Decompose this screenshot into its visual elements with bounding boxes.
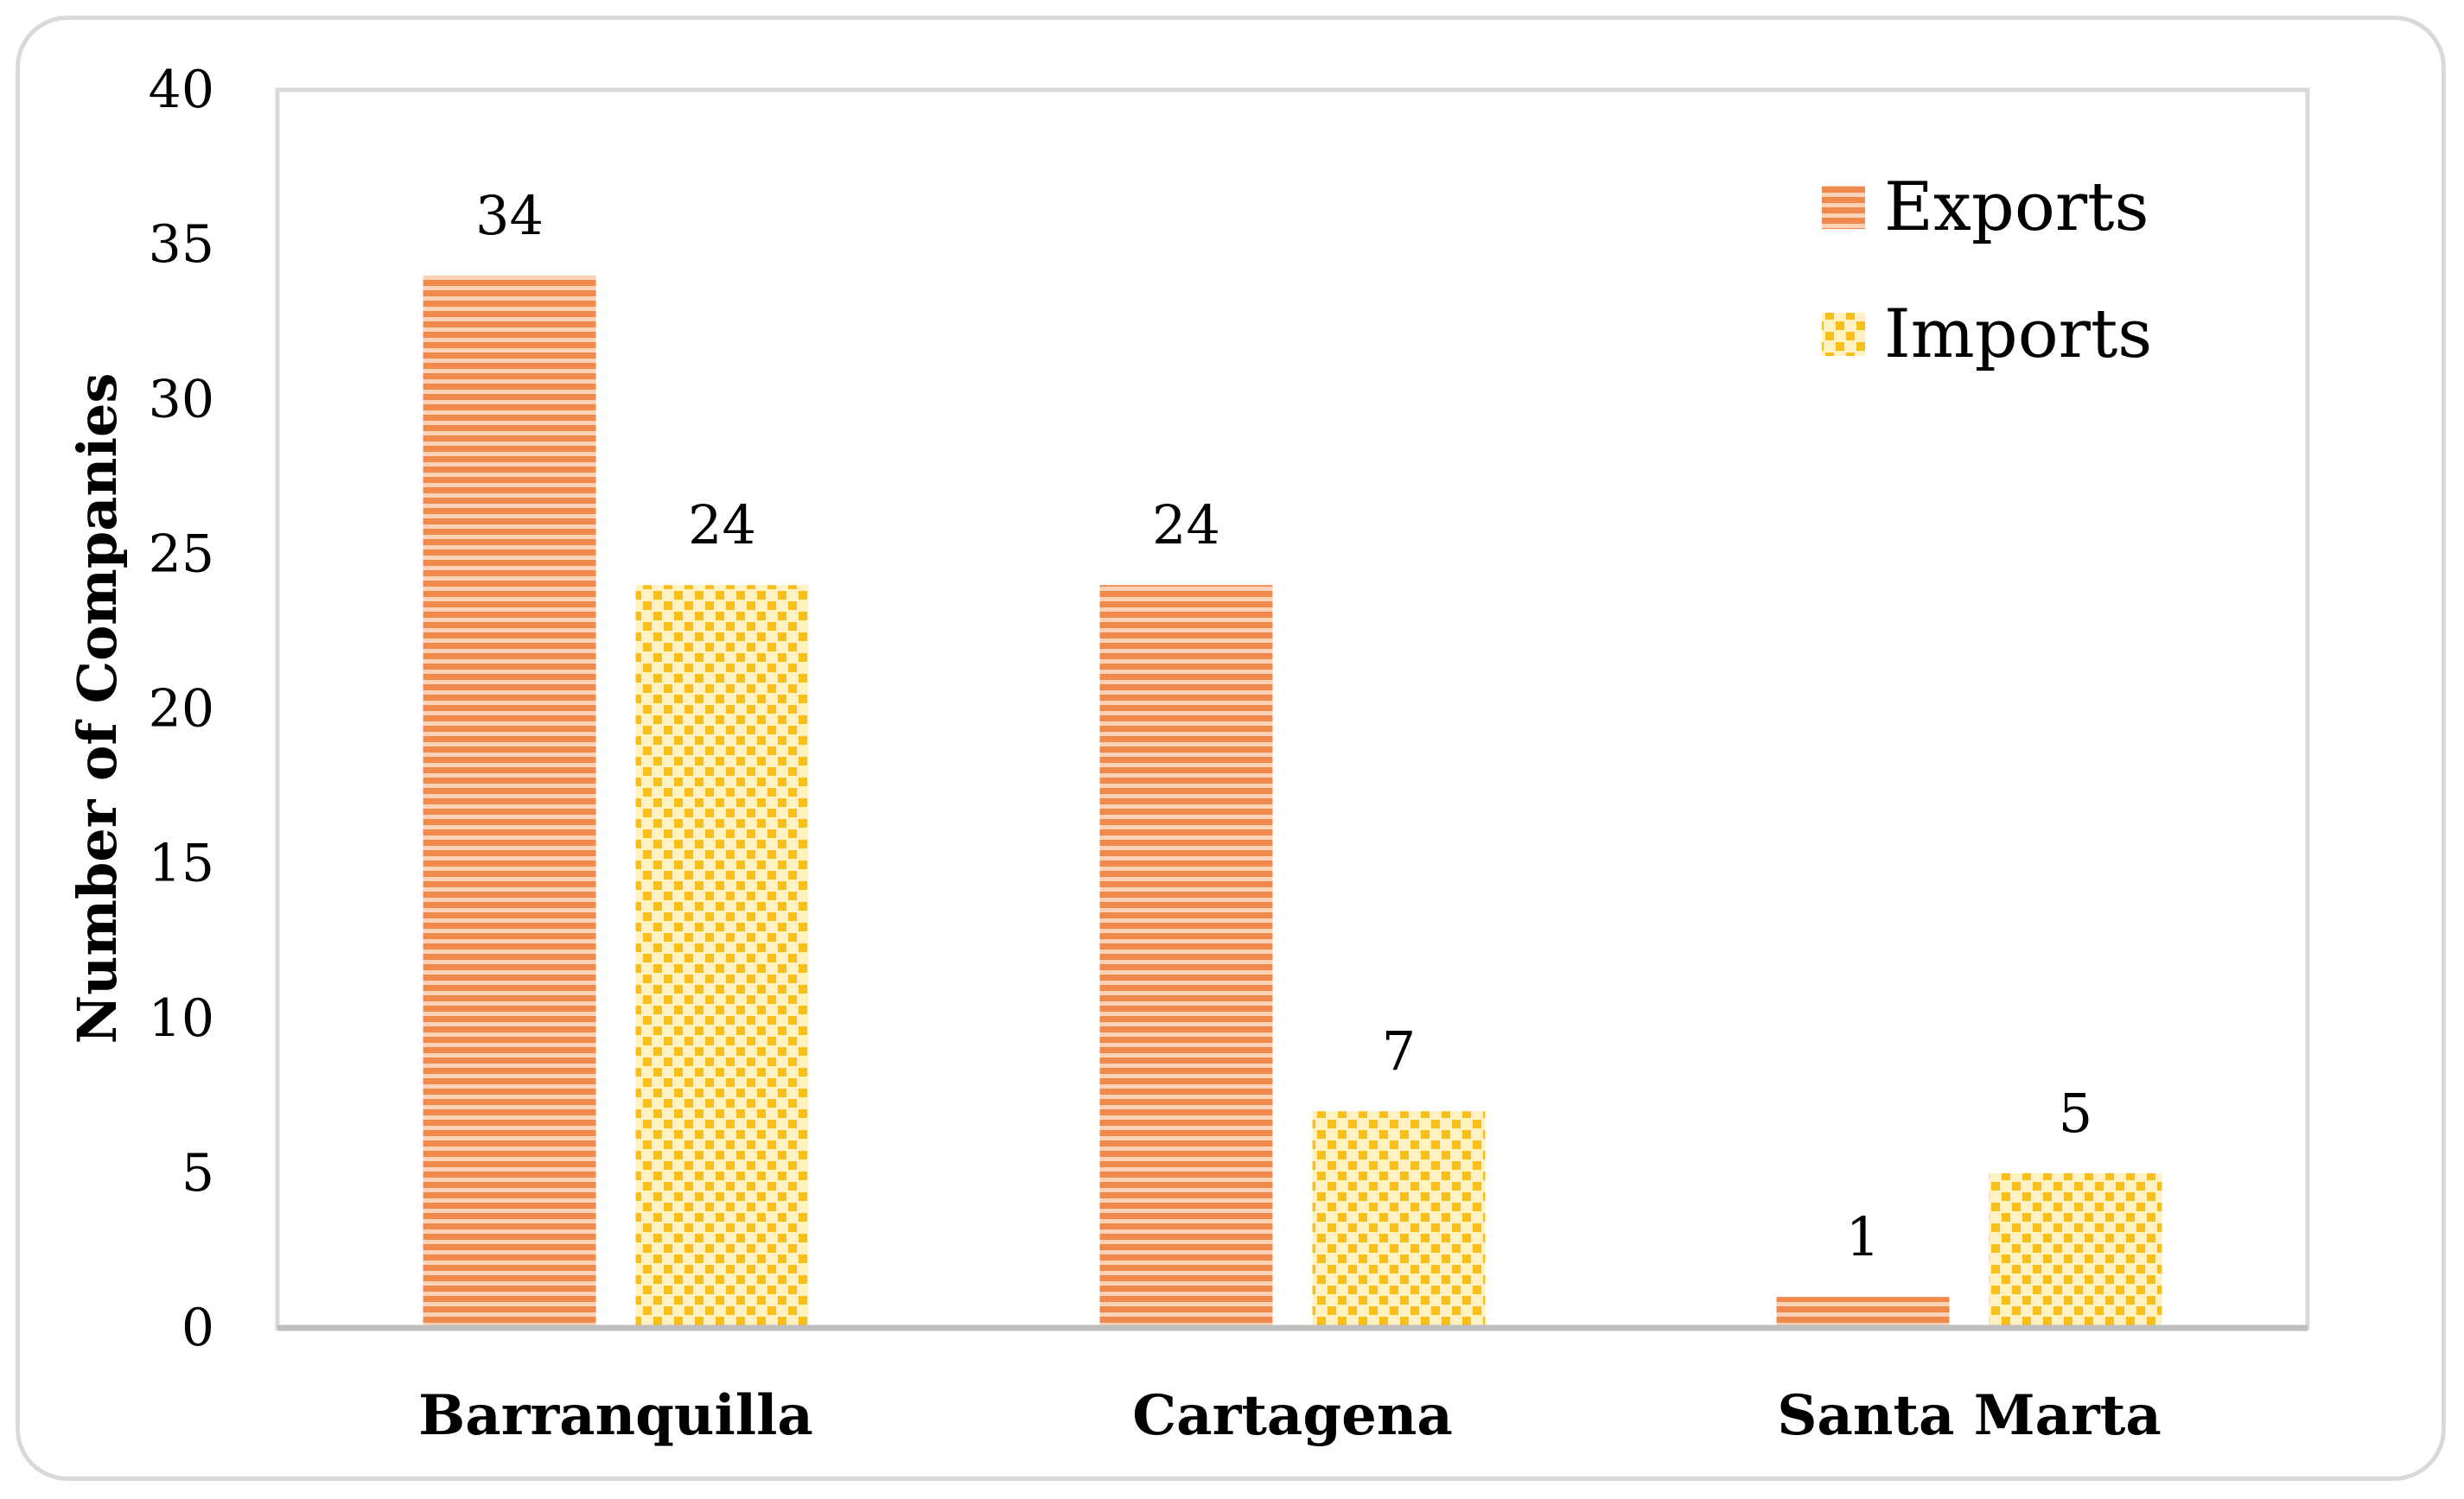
data-label-imports-cartagena: 7 <box>1382 1019 1416 1083</box>
x-axis-categories: Barranquilla Cartagena Santa Marta <box>418 1383 2162 1448</box>
legend-label-imports: Imports <box>1884 295 2152 373</box>
x-category-label-cartagena: Cartagena <box>1132 1383 1453 1448</box>
bar-imports-cartagena <box>1312 1111 1486 1328</box>
data-label-exports-barranquilla: 34 <box>475 184 544 247</box>
legend-label-exports: Exports <box>1884 168 2149 246</box>
y-axis-title: Number of Companies <box>66 373 129 1045</box>
legend: Exports Imports <box>1822 168 2152 373</box>
bars <box>423 275 2162 1329</box>
y-tick-label: 5 <box>181 1143 214 1204</box>
bar-exports-santa-marta <box>1776 1297 1950 1328</box>
data-labels: 34 24 24 7 1 5 <box>475 184 2092 1268</box>
x-category-label-santa-marta: Santa Marta <box>1777 1383 2162 1448</box>
y-tick-label: 0 <box>181 1298 214 1358</box>
data-label-imports-santa-marta: 5 <box>2059 1082 2092 1145</box>
data-label-imports-barranquilla: 24 <box>688 493 756 556</box>
y-tick-label: 35 <box>149 214 214 275</box>
bar-imports-barranquilla <box>635 585 809 1328</box>
y-tick-label: 20 <box>149 679 214 740</box>
y-tick-label: 25 <box>149 524 214 584</box>
y-tick-label: 30 <box>149 369 214 429</box>
bar-exports-barranquilla <box>423 275 596 1329</box>
bar-imports-santa-marta <box>1989 1172 2162 1328</box>
y-tick-label: 40 <box>149 60 214 120</box>
y-axis-ticks: 0 5 10 15 20 25 30 35 40 <box>149 60 214 1358</box>
y-tick-label: 10 <box>149 988 214 1049</box>
bar-exports-cartagena <box>1099 585 1273 1328</box>
x-category-label-barranquilla: Barranquilla <box>418 1383 813 1448</box>
data-label-exports-cartagena: 24 <box>1152 493 1220 556</box>
y-tick-label: 15 <box>149 834 214 894</box>
data-label-exports-santa-marta: 1 <box>1846 1205 1880 1268</box>
legend-swatch-exports <box>1822 186 1865 229</box>
legend-swatch-imports <box>1822 313 1865 356</box>
